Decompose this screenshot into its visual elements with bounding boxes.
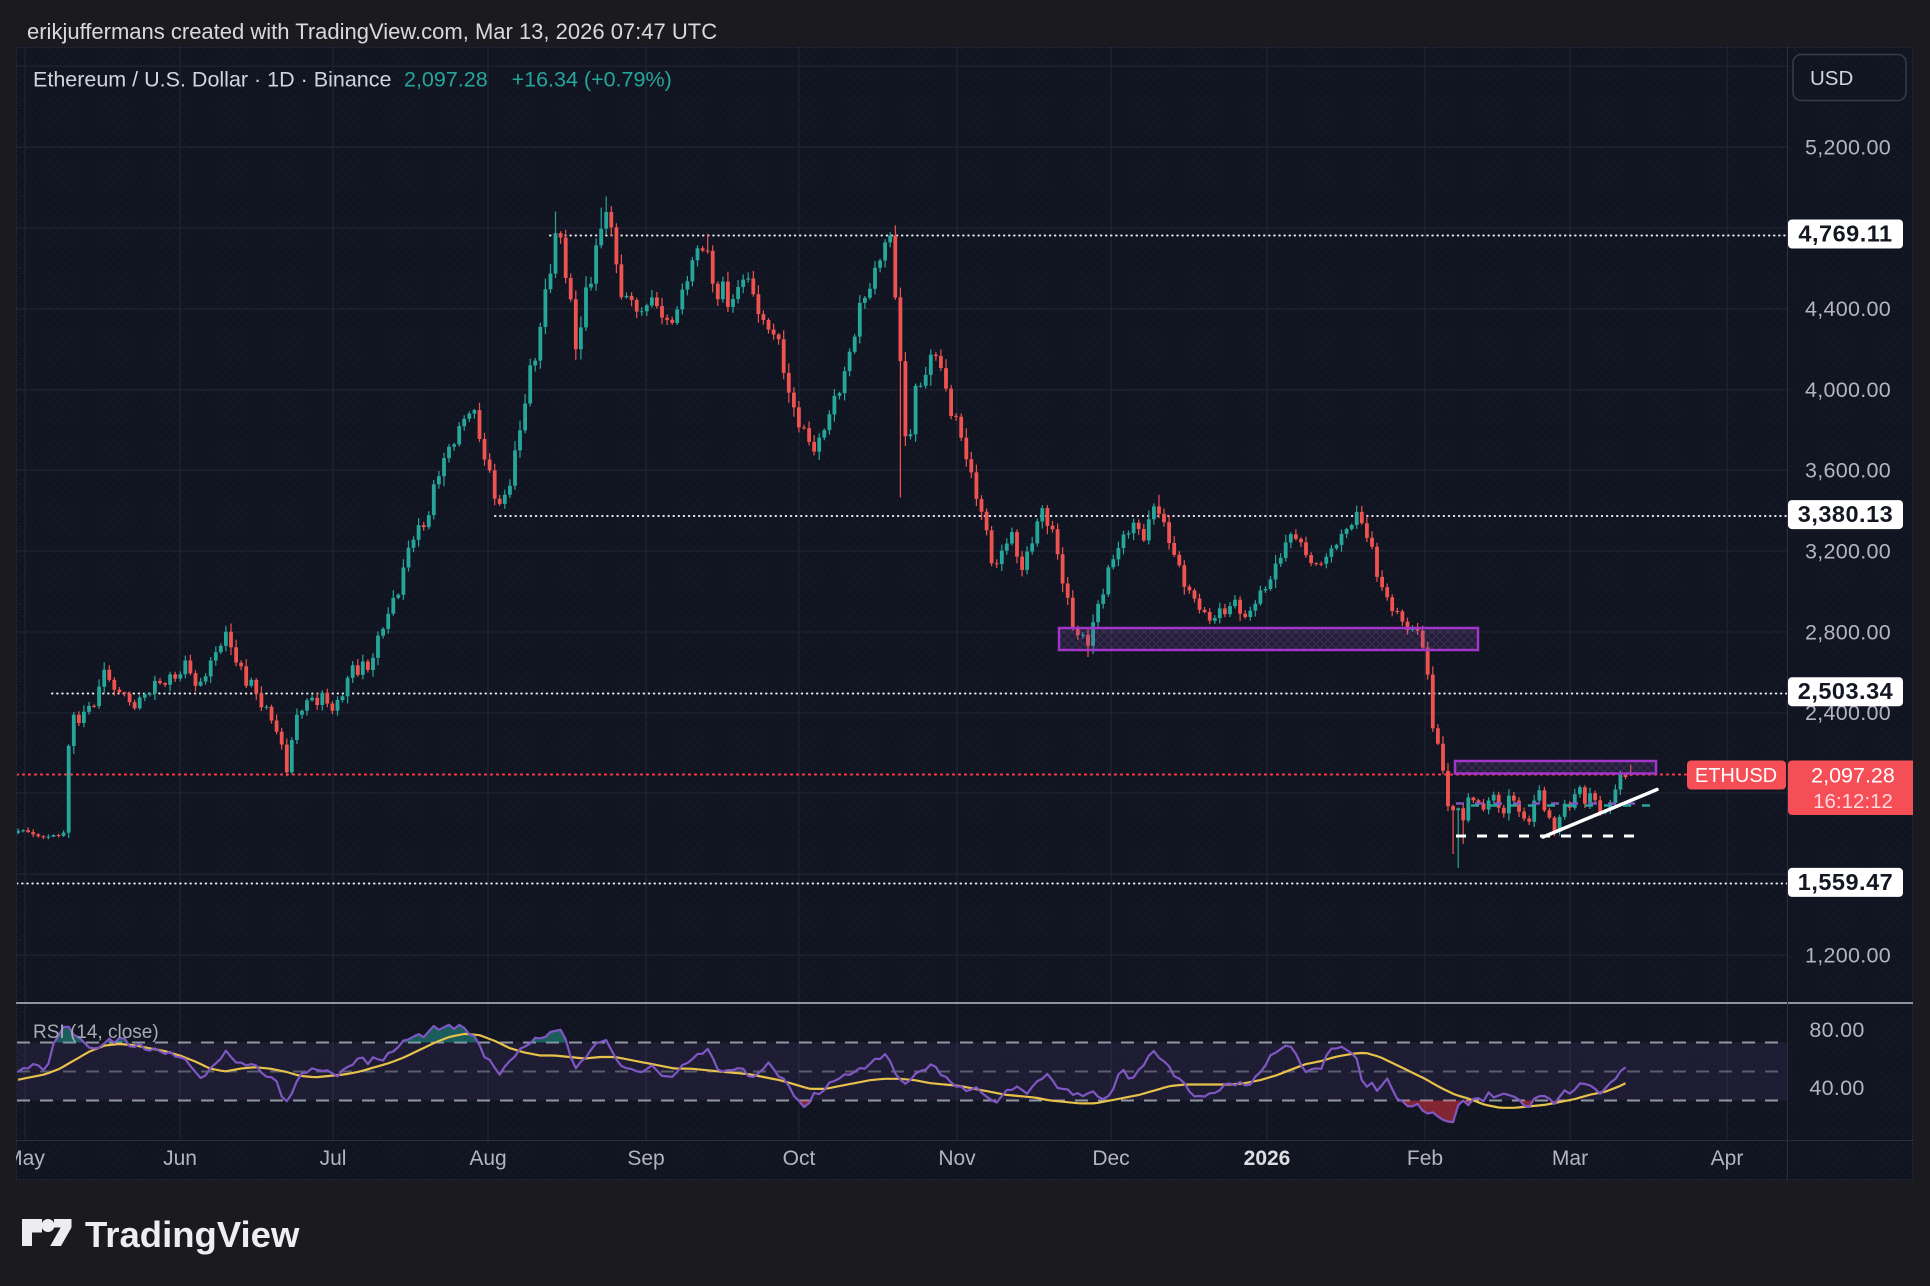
svg-text:erikjuffermans created with Tr: erikjuffermans created with TradingView.… — [27, 19, 717, 44]
svg-text:80.00: 80.00 — [1809, 1018, 1864, 1042]
svg-text:4,000.00: 4,000.00 — [1805, 378, 1891, 402]
svg-text:3,380.13: 3,380.13 — [1798, 501, 1893, 527]
svg-text:2,097.28: 2,097.28 — [1811, 764, 1895, 788]
svg-text:2,097.28 +16.34 (+0.79%): 2,097.28 +16.34 (+0.79%) — [404, 68, 672, 92]
svg-text:RSI (14, close): RSI (14, close) — [33, 1022, 159, 1043]
svg-text:1,559.47: 1,559.47 — [1798, 869, 1893, 895]
svg-text:Jul: Jul — [320, 1147, 347, 1170]
svg-text:2,503.34: 2,503.34 — [1798, 678, 1893, 704]
svg-text:1,200.00: 1,200.00 — [1805, 944, 1891, 968]
svg-text:2026: 2026 — [1244, 1147, 1291, 1170]
svg-text:3,600.00: 3,600.00 — [1805, 459, 1891, 483]
svg-text:2,800.00: 2,800.00 — [1805, 620, 1891, 644]
svg-text:Sep: Sep — [627, 1147, 664, 1170]
svg-text:5,200.00: 5,200.00 — [1805, 136, 1891, 160]
svg-text:Feb: Feb — [1407, 1147, 1443, 1170]
svg-text:4,400.00: 4,400.00 — [1805, 297, 1891, 321]
svg-text:3,200.00: 3,200.00 — [1805, 540, 1891, 564]
svg-text:Oct: Oct — [783, 1147, 816, 1170]
svg-text:Nov: Nov — [938, 1147, 976, 1170]
svg-text:40.00: 40.00 — [1809, 1076, 1864, 1100]
svg-text:ETHUSD: ETHUSD — [1695, 765, 1777, 787]
svg-text:Apr: Apr — [1711, 1147, 1744, 1170]
svg-text:Aug: Aug — [469, 1147, 506, 1170]
svg-text:USD: USD — [1810, 67, 1853, 90]
svg-text:4,769.11: 4,769.11 — [1798, 221, 1892, 247]
svg-text:Jun: Jun — [163, 1147, 197, 1170]
svg-text:TradingView: TradingView — [85, 1214, 300, 1255]
svg-text:16:12:12: 16:12:12 — [1813, 790, 1893, 813]
svg-text:Mar: Mar — [1552, 1147, 1588, 1170]
svg-text:Dec: Dec — [1092, 1147, 1129, 1170]
svg-text:Ethereum / U.S. Dollar · 1D ·: Ethereum / U.S. Dollar · 1D · Binance — [33, 68, 391, 92]
